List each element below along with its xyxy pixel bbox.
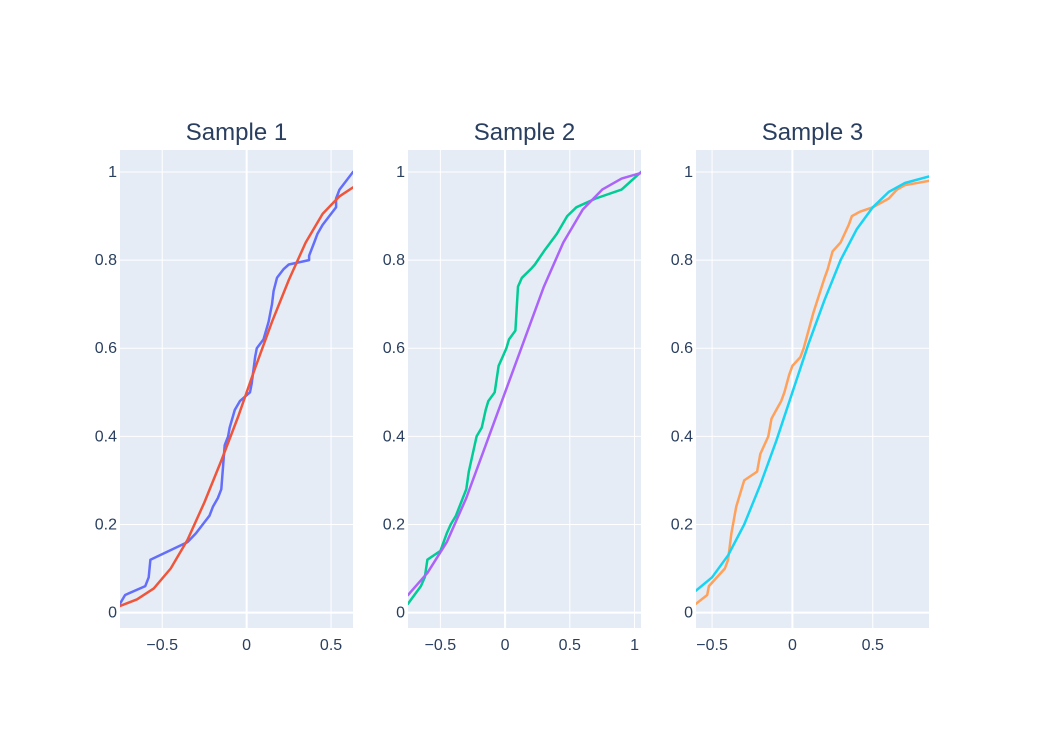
y-tick-label: 0.4: [95, 428, 117, 445]
theoretical-cdf-line: [696, 175, 929, 592]
subplot-title: Sample 2: [474, 119, 575, 146]
theoretical-cdf-line: [408, 171, 641, 597]
x-tick-label: −0.5: [146, 637, 178, 654]
empirical-cdf-line: [408, 170, 641, 606]
x-tick-label: 0: [501, 637, 510, 654]
y-tick-label: 0.2: [383, 516, 405, 533]
y-tick-label: 1: [396, 164, 405, 181]
subplot-1: −0.5 0 0.5 0 0.2 0.4 0.6 0.8 1 Sample 1: [95, 119, 353, 654]
theoretical-cdf-line: [120, 186, 353, 608]
plot-area: [696, 150, 929, 628]
subplot-2: −0.5 0 0.5 1 0 0.2 0.4 0.6 0.8 1 Sample 2: [383, 119, 641, 654]
x-tick-label: −0.5: [425, 637, 457, 654]
x-tick-label: −0.5: [696, 637, 728, 654]
x-tick-label: 0: [242, 637, 251, 654]
plot-area: [408, 150, 641, 628]
empirical-cdf-line: [696, 179, 929, 606]
y-tick-label: 0.8: [383, 252, 405, 269]
x-tick-label: 0: [788, 637, 797, 654]
y-tick-label: 0.6: [671, 340, 693, 357]
y-tick-label: 0.8: [95, 252, 117, 269]
x-tick-label: 0.5: [559, 637, 581, 654]
y-tick-label: 0.2: [95, 516, 117, 533]
x-tick-label: 0.5: [320, 637, 342, 654]
y-tick-label: 0.4: [383, 428, 405, 445]
y-tick-label: 1: [684, 164, 693, 181]
y-tick-label: 0.6: [95, 340, 117, 357]
y-tick-label: 0.8: [671, 252, 693, 269]
subplot-title: Sample 1: [186, 119, 287, 146]
y-tick-label: 0.2: [671, 516, 693, 533]
y-tick-label: 0: [684, 605, 693, 622]
x-tick-label: 0.5: [862, 637, 884, 654]
y-tick-label: 0.6: [383, 340, 405, 357]
x-tick-label: 1: [630, 637, 639, 654]
empirical-cdf-line: [120, 170, 353, 606]
subplot-title: Sample 3: [762, 119, 863, 146]
y-tick-label: 0: [396, 605, 405, 622]
y-tick-label: 0.4: [671, 428, 693, 445]
y-tick-label: 1: [108, 164, 117, 181]
y-tick-label: 0: [108, 605, 117, 622]
